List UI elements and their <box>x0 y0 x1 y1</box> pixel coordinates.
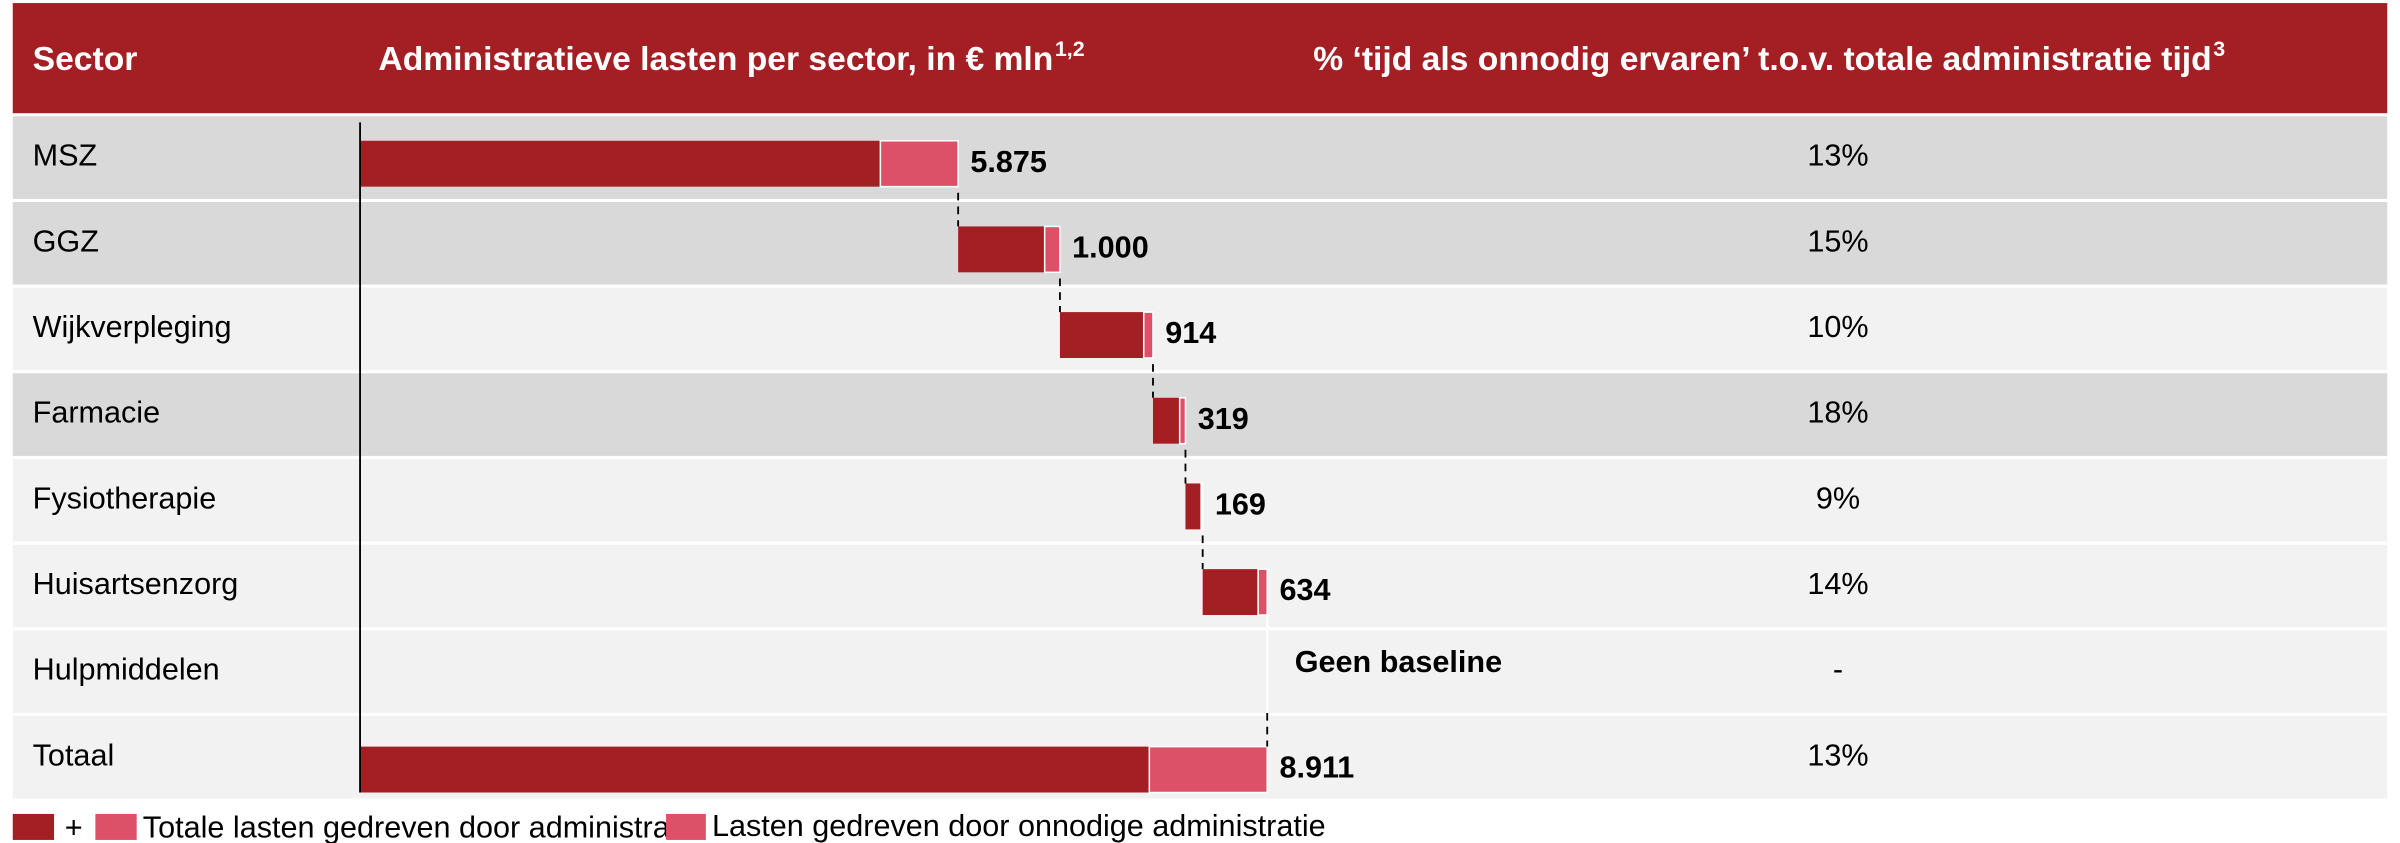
bar-total <box>1059 312 1153 359</box>
row-background <box>12 287 2388 371</box>
row-label: MSZ <box>33 139 98 173</box>
row-label: Totaal <box>33 738 115 772</box>
bar-total <box>1202 569 1268 616</box>
bar-total <box>360 140 959 187</box>
row-background <box>12 201 2388 285</box>
header-share: % ‘tijd als onnodig ervaren’ t.o.v. tota… <box>1313 41 2211 78</box>
share-label: 15% <box>1807 224 1868 258</box>
value-label: 1.000 <box>1072 230 1149 264</box>
header-superscript: 3 <box>2213 37 2225 61</box>
bar-total <box>360 746 1268 793</box>
row-background <box>12 544 2388 628</box>
bar-total <box>958 226 1060 273</box>
row-label: Wijkverpleging <box>33 310 232 344</box>
bar-unnecessary <box>1148 745 1268 794</box>
row-background <box>12 373 2388 456</box>
row-label: Fysiotherapie <box>33 481 217 515</box>
header-superscript: 1,2 <box>1055 37 1085 61</box>
bar-unnecessary <box>879 139 959 188</box>
bar-total <box>1185 483 1203 530</box>
row-label: GGZ <box>33 224 99 258</box>
share-label: 10% <box>1807 310 1868 344</box>
value-label: 169 <box>1215 487 1266 521</box>
legend-swatch-unnecessary <box>95 813 137 840</box>
value-label: 634 <box>1279 573 1330 607</box>
header-sector: Sector <box>33 41 138 78</box>
missing-label: Geen baseline <box>1295 645 1502 679</box>
share-label: 18% <box>1807 396 1868 430</box>
legend-label: Lasten gedreven door onnodige administra… <box>712 809 1326 843</box>
share-label: 9% <box>1816 481 1860 515</box>
value-label: 8.911 <box>1279 751 1354 785</box>
row-background <box>12 630 2388 713</box>
bar-unnecessary <box>1043 225 1061 274</box>
bar-unnecessary <box>1142 311 1154 359</box>
value-label: 5.875 <box>970 145 1047 179</box>
share-label: 13% <box>1807 738 1868 772</box>
header-chart: Administratieve lasten per sector, in € … <box>378 41 1053 78</box>
row-label: Huisartsenzorg <box>33 567 239 601</box>
legend-label: Totale lasten gedreven door administrati… <box>143 810 702 843</box>
bar-unnecessary <box>1200 482 1204 531</box>
row-label: Farmacie <box>33 396 160 430</box>
header-band <box>12 3 2388 114</box>
share-label: 14% <box>1807 567 1868 601</box>
legend-swatch-total <box>12 813 55 840</box>
value-label: 914 <box>1165 316 1216 350</box>
row-label: Hulpmiddelen <box>33 653 220 687</box>
bar-unnecessary <box>1257 568 1268 616</box>
share-label: - <box>1833 653 1843 687</box>
bar-unnecessary <box>1178 397 1187 445</box>
legend-plus: + <box>65 810 83 843</box>
legend-swatch-unnecessary <box>666 813 706 840</box>
share-label: 13% <box>1807 139 1868 173</box>
value-label: 319 <box>1198 402 1249 436</box>
